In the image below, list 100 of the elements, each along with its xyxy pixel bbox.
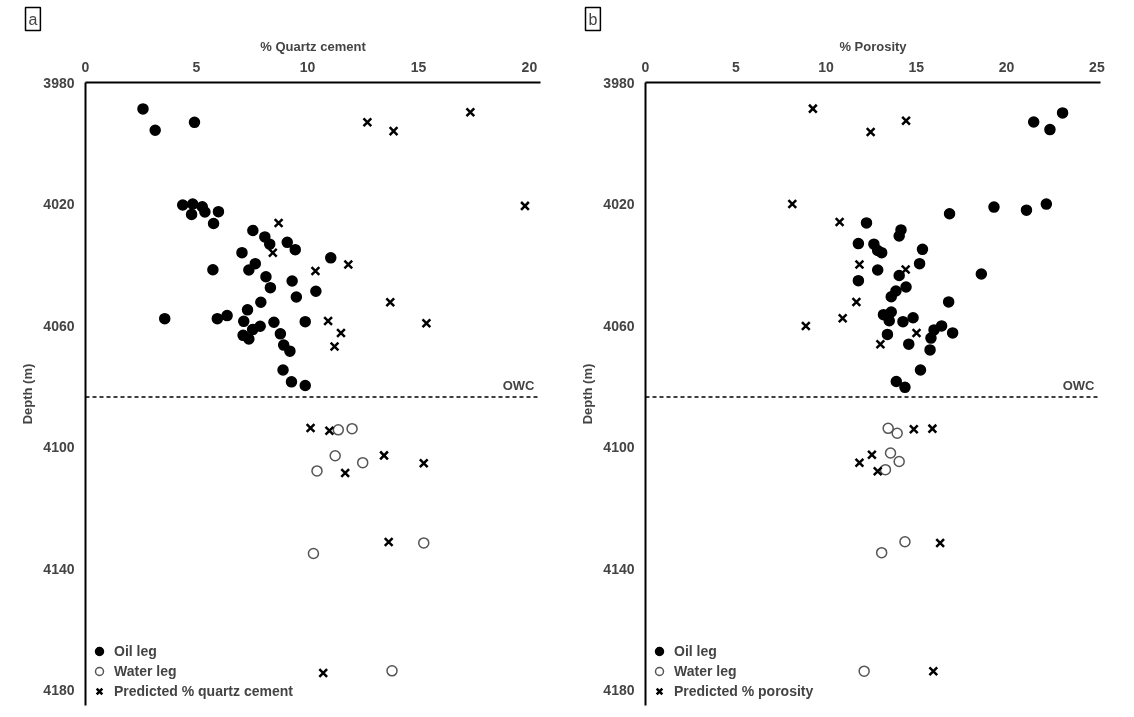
point — [893, 269, 905, 282]
point — [307, 547, 320, 560]
point — [383, 536, 394, 548]
point — [834, 216, 845, 228]
point — [243, 333, 255, 345]
y-axis-title: Depth (m) — [580, 363, 596, 425]
point — [900, 264, 911, 275]
point — [236, 246, 248, 259]
point — [854, 259, 865, 270]
point — [900, 281, 912, 293]
point — [188, 116, 201, 129]
text: b — [588, 10, 598, 28]
point — [274, 328, 287, 340]
point — [284, 345, 296, 357]
point — [900, 115, 912, 126]
point — [362, 117, 373, 128]
y-tick-label: 4100 — [43, 439, 75, 456]
point — [325, 252, 337, 264]
point — [885, 291, 897, 303]
point — [883, 315, 895, 327]
point — [324, 425, 335, 436]
x-tick-label: 10 — [299, 58, 316, 75]
point — [787, 198, 798, 210]
point — [935, 320, 948, 332]
point — [465, 107, 476, 118]
point — [318, 667, 329, 679]
point — [385, 297, 396, 308]
point — [273, 217, 284, 229]
point — [176, 199, 189, 211]
x-tick-label: 10 — [818, 58, 835, 75]
ref-line-label: OWC — [1062, 378, 1096, 394]
point — [924, 344, 936, 356]
point — [893, 230, 905, 242]
point — [851, 296, 862, 308]
point — [928, 666, 939, 677]
point — [311, 465, 323, 477]
point — [289, 243, 301, 256]
point — [860, 217, 873, 229]
point — [286, 275, 298, 287]
y-tick-label: 4100 — [603, 439, 635, 456]
point — [1056, 107, 1069, 119]
point — [268, 316, 280, 329]
point — [875, 546, 888, 559]
point — [247, 224, 259, 237]
point — [299, 379, 311, 392]
point — [421, 318, 432, 329]
point — [329, 341, 340, 352]
point — [911, 327, 922, 339]
x-tick-label: 0 — [81, 58, 90, 75]
point — [866, 449, 878, 460]
point — [1040, 198, 1053, 210]
point — [852, 274, 865, 287]
x-tick-label: 5 — [192, 58, 201, 75]
x-tick-label: 20 — [998, 58, 1015, 75]
point — [865, 126, 876, 138]
point — [207, 217, 220, 230]
point — [211, 312, 224, 325]
point — [207, 263, 219, 276]
ref-line-label: OWC — [502, 378, 536, 394]
point — [837, 313, 848, 324]
point — [925, 332, 937, 344]
point — [267, 247, 278, 258]
point — [285, 376, 298, 388]
legend-label: Predicted % quartz cement — [114, 682, 293, 701]
point — [899, 535, 911, 548]
legend-label: Water leg — [114, 662, 177, 681]
point — [137, 103, 149, 115]
point — [263, 238, 276, 250]
legend-label: Oil leg — [114, 642, 157, 661]
point — [927, 423, 938, 434]
y-tick-label: 4180 — [43, 682, 75, 699]
point — [212, 205, 225, 218]
point — [149, 124, 161, 136]
point — [807, 103, 819, 114]
y-tick-label: 4020 — [603, 196, 635, 213]
point — [975, 268, 988, 280]
point — [942, 296, 955, 308]
point — [418, 458, 429, 469]
point — [858, 665, 870, 677]
x-tick-label: 25 — [1089, 58, 1105, 75]
point — [238, 315, 250, 328]
y-tick-label: 4140 — [603, 560, 635, 577]
point — [916, 243, 929, 256]
y-tick-label: 4140 — [43, 560, 75, 577]
y-tick-label: 3980 — [43, 74, 75, 91]
x-tick-label: 15 — [410, 58, 427, 75]
point — [199, 206, 211, 218]
point — [221, 309, 233, 322]
point — [290, 291, 303, 303]
point — [881, 328, 894, 341]
point — [1020, 204, 1033, 216]
legend-label: Oil leg — [674, 642, 717, 661]
point — [946, 327, 959, 339]
text: a — [28, 10, 38, 28]
point — [897, 315, 909, 328]
legend-label: Water leg — [674, 662, 737, 681]
point — [310, 265, 321, 277]
point — [914, 364, 927, 376]
point — [884, 447, 897, 459]
point — [872, 466, 883, 477]
